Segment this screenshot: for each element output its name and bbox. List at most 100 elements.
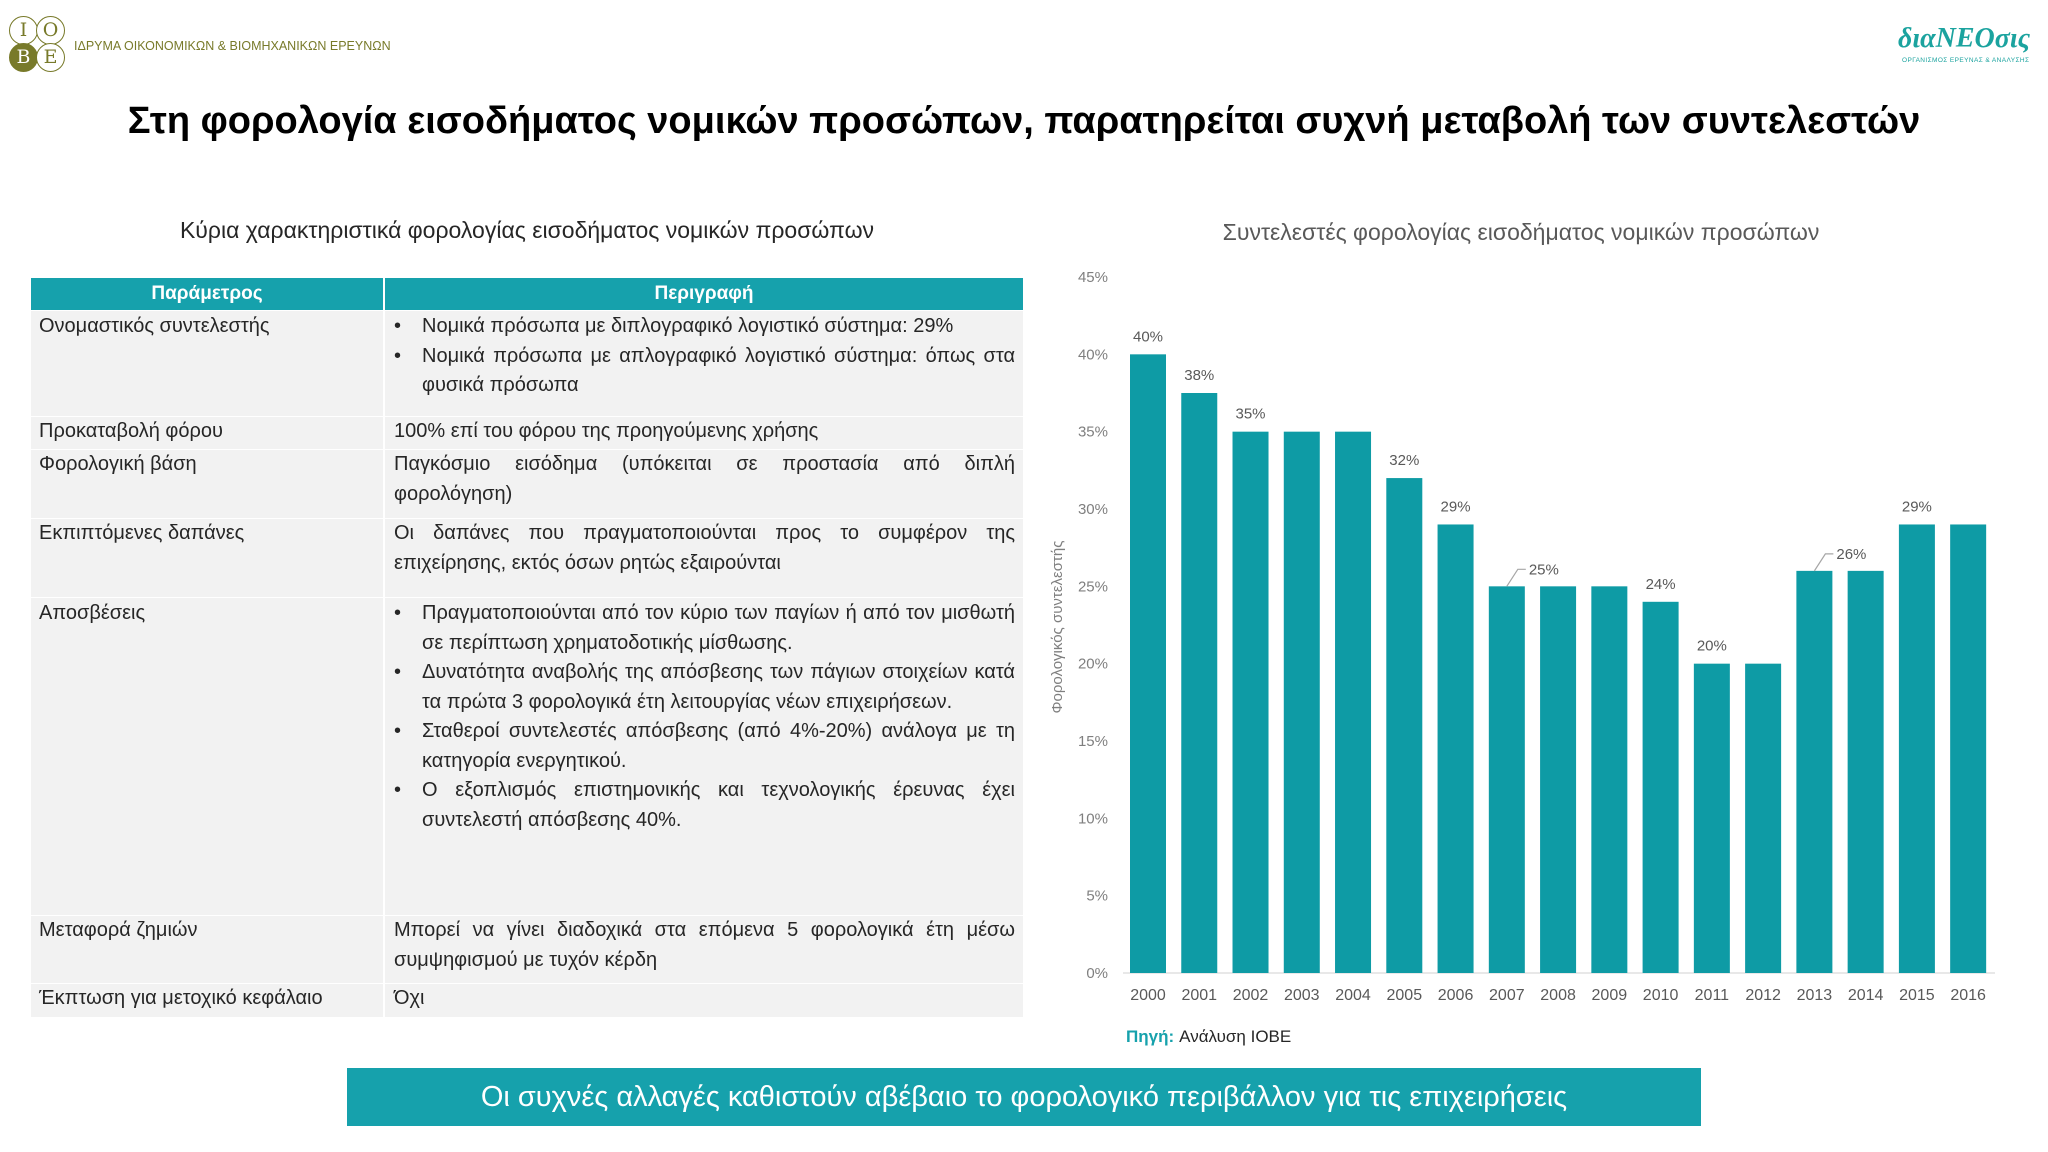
table-row: Ονομαστικός συντελεστής Νομικά πρόσωπα μ… xyxy=(31,311,1023,416)
bar-2008 xyxy=(1540,586,1577,973)
table-header: Παράμετρος Περιγραφή xyxy=(31,278,1023,310)
x-tick-label: 2012 xyxy=(1745,987,1781,1004)
parameter-cell: Προκαταβολή φόρου xyxy=(31,417,383,449)
bar-2016 xyxy=(1950,524,1987,973)
y-tick-label: 0% xyxy=(1086,965,1108,982)
table-row: Αποσβέσεις Πραγματοποιούνται από τον κύρ… xyxy=(31,598,1023,915)
partner-tagline: ΟΡΓΑΝΙΣΜΟΣ ΕΡΕΥΝΑΣ & ΑΝΑΛΥΣΗΣ xyxy=(1902,57,2030,64)
source-note: Πηγή: Ανάλυση ΙΟΒΕ xyxy=(1126,1026,1291,1048)
x-tick-label: 2006 xyxy=(1438,987,1474,1004)
page-title: Στη φορολογία εισοδήματος νομικών προσώπ… xyxy=(127,100,1921,142)
bar-2000 xyxy=(1130,354,1166,973)
data-label: 25% xyxy=(1529,561,1559,578)
x-tick-label: 2011 xyxy=(1695,987,1730,1004)
parameter-cell: Εκπιπτόμενες δαπάνες xyxy=(31,519,383,597)
parameter-cell: Ονομαστικός συντελεστής xyxy=(31,311,383,416)
partner-logo: διαΝΕΟσις ΟΡΓΑΝΙΣΜΟΣ ΕΡΕΥΝΑΣ & ΑΝΑΛΥΣΗΣ xyxy=(1898,22,2040,65)
parameter-cell: Φορολογική βάση xyxy=(31,450,383,518)
leader-line xyxy=(1506,568,1526,587)
bar-2014 xyxy=(1847,570,1884,973)
bullet-item: Ο εξοπλισμός επιστημονικής και τεχνολογι… xyxy=(394,776,1015,835)
table-caption: Κύρια χαρακτηριστικά φορολογίας εισοδήμα… xyxy=(179,217,875,243)
x-tick-label: 2004 xyxy=(1335,987,1371,1004)
column-header-description: Περιγραφή xyxy=(385,278,1023,310)
y-tick-label: 40% xyxy=(1078,346,1108,363)
conclusion-banner: Οι συχνές αλλαγές καθιστούν αβέβαιο το φ… xyxy=(347,1068,1701,1126)
logo-letter: Ο xyxy=(36,16,65,45)
bar-2011 xyxy=(1693,663,1730,973)
column-header-parameter: Παράμετρος xyxy=(31,278,383,310)
table-row: Προκαταβολή φόρου 100% επί του φόρου της… xyxy=(31,417,1023,449)
y-tick-label: 30% xyxy=(1078,501,1108,518)
bar-2002 xyxy=(1232,431,1269,973)
bar-2005 xyxy=(1386,478,1423,973)
x-tick-label: 2000 xyxy=(1130,987,1166,1004)
table-row: Έκπτωση για μετοχικό κεφάλαιο Όχι xyxy=(31,984,1023,1017)
x-tick-label: 2013 xyxy=(1797,987,1833,1004)
data-label: 24% xyxy=(1646,576,1676,593)
bar-2001 xyxy=(1181,393,1218,973)
description-cell: Όχι xyxy=(385,984,1023,1017)
data-label: 29% xyxy=(1902,498,1932,515)
x-tick-label: 2005 xyxy=(1387,987,1423,1004)
bullet-item: Πραγματοποιούνται από τον κύριο των παγί… xyxy=(394,599,1015,658)
description-cell: Πραγματοποιούνται από τον κύριο των παγί… xyxy=(385,598,1023,915)
description-cell: 100% επί του φόρου της προηγούμενης χρήσ… xyxy=(385,417,1023,449)
bar-2007 xyxy=(1488,586,1525,973)
bar-2012 xyxy=(1745,663,1782,973)
tax-rate-bar-chart: 0% 5% 10% 15% 20% 25% 30% 35% 40% 45% 2000 40% 2001 3… xyxy=(1049,269,1995,1004)
y-axis-label: Φορολογικός συντελεστής xyxy=(1049,541,1066,714)
characteristics-table: Παράμετρος Περιγραφή Ονομαστικός συντελε… xyxy=(31,278,1023,1017)
y-tick-label: 20% xyxy=(1078,656,1108,673)
bar-2010 xyxy=(1642,601,1679,973)
x-tick-label: 2014 xyxy=(1848,987,1884,1004)
description-cell: Οι δαπάνες που πραγματοποιούνται προς το… xyxy=(385,519,1023,597)
logo-letter: Ε xyxy=(36,43,65,72)
x-tick-label: 2001 xyxy=(1181,987,1217,1004)
y-tick-label: 15% xyxy=(1078,733,1108,750)
source-label: Πηγή: xyxy=(1126,1027,1175,1046)
source-text: Ανάλυση ΙΟΒΕ xyxy=(1179,1027,1292,1046)
table-row: Μεταφορά ζημιών Μπορεί να γίνει διαδοχικ… xyxy=(31,916,1023,983)
parameter-cell: Έκπτωση για μετοχικό κεφάλαιο xyxy=(31,984,383,1017)
bullet-item: Σταθεροί συντελεστές απόσβεσης (από 4%-2… xyxy=(394,717,1015,776)
data-label: 20% xyxy=(1697,638,1727,655)
leader-line xyxy=(1813,553,1834,572)
x-tick-label: 2008 xyxy=(1540,987,1576,1004)
y-tick-label: 25% xyxy=(1078,578,1108,595)
y-tick-label: 45% xyxy=(1078,269,1108,286)
logo-letter: Β xyxy=(9,43,38,72)
bar-2006 xyxy=(1437,524,1474,973)
x-tick-label: 2003 xyxy=(1284,987,1320,1004)
x-tick-label: 2016 xyxy=(1950,987,1986,1004)
bullet-list: Νομικά πρόσωπα με διπλογραφικό λογιστικό… xyxy=(394,312,1015,401)
data-label: 29% xyxy=(1441,498,1471,515)
logo-letter: Ι xyxy=(9,16,38,45)
description-cell: Νομικά πρόσωπα με διπλογραφικό λογιστικό… xyxy=(385,311,1023,416)
table-row: Φορολογική βάση Παγκόσμιο εισόδημα (υπόκ… xyxy=(31,450,1023,518)
bar-2013 xyxy=(1796,570,1833,973)
chart-title: Συντελεστές φορολογίας εισοδήματος νομικ… xyxy=(1222,219,1820,245)
bar-2015 xyxy=(1898,524,1935,973)
data-label: 32% xyxy=(1389,452,1419,469)
bullet-item: Δυνατότητα αναβολής της απόσβεσης των πά… xyxy=(394,658,1015,717)
y-tick-label: 35% xyxy=(1078,424,1108,441)
partner-name: διαΝΕΟσις xyxy=(1898,23,2031,54)
parameter-cell: Αποσβέσεις xyxy=(31,598,383,915)
x-tick-label: 2002 xyxy=(1233,987,1269,1004)
iobe-logo: Ι Ο Β Ε xyxy=(9,16,67,74)
description-cell: Παγκόσμιο εισόδημα (υπόκειται σε προστασ… xyxy=(385,450,1023,518)
bar-2003 xyxy=(1283,431,1320,973)
data-label: 35% xyxy=(1236,406,1266,423)
table-row: Εκπιπτόμενες δαπάνες Οι δαπάνες που πραγ… xyxy=(31,519,1023,597)
y-tick-label: 5% xyxy=(1086,888,1108,905)
x-tick-label: 2007 xyxy=(1489,987,1525,1004)
bullet-item: Νομικά πρόσωπα με διπλογραφικό λογιστικό… xyxy=(394,312,1015,342)
bar-2009 xyxy=(1591,586,1628,973)
data-label: 40% xyxy=(1133,328,1163,345)
bullet-item: Νομικά πρόσωπα με απλογραφικό λογιστικό … xyxy=(394,342,1015,401)
x-tick-label: 2015 xyxy=(1899,987,1935,1004)
data-label: 38% xyxy=(1184,367,1214,384)
org-name: ΙΔΡΥΜΑ ΟΙΚΟΝΟΜΙΚΩΝ & ΒΙΟΜΗΧΑΝΙΚΩΝ ΕΡΕΥΝΩ… xyxy=(74,39,391,53)
